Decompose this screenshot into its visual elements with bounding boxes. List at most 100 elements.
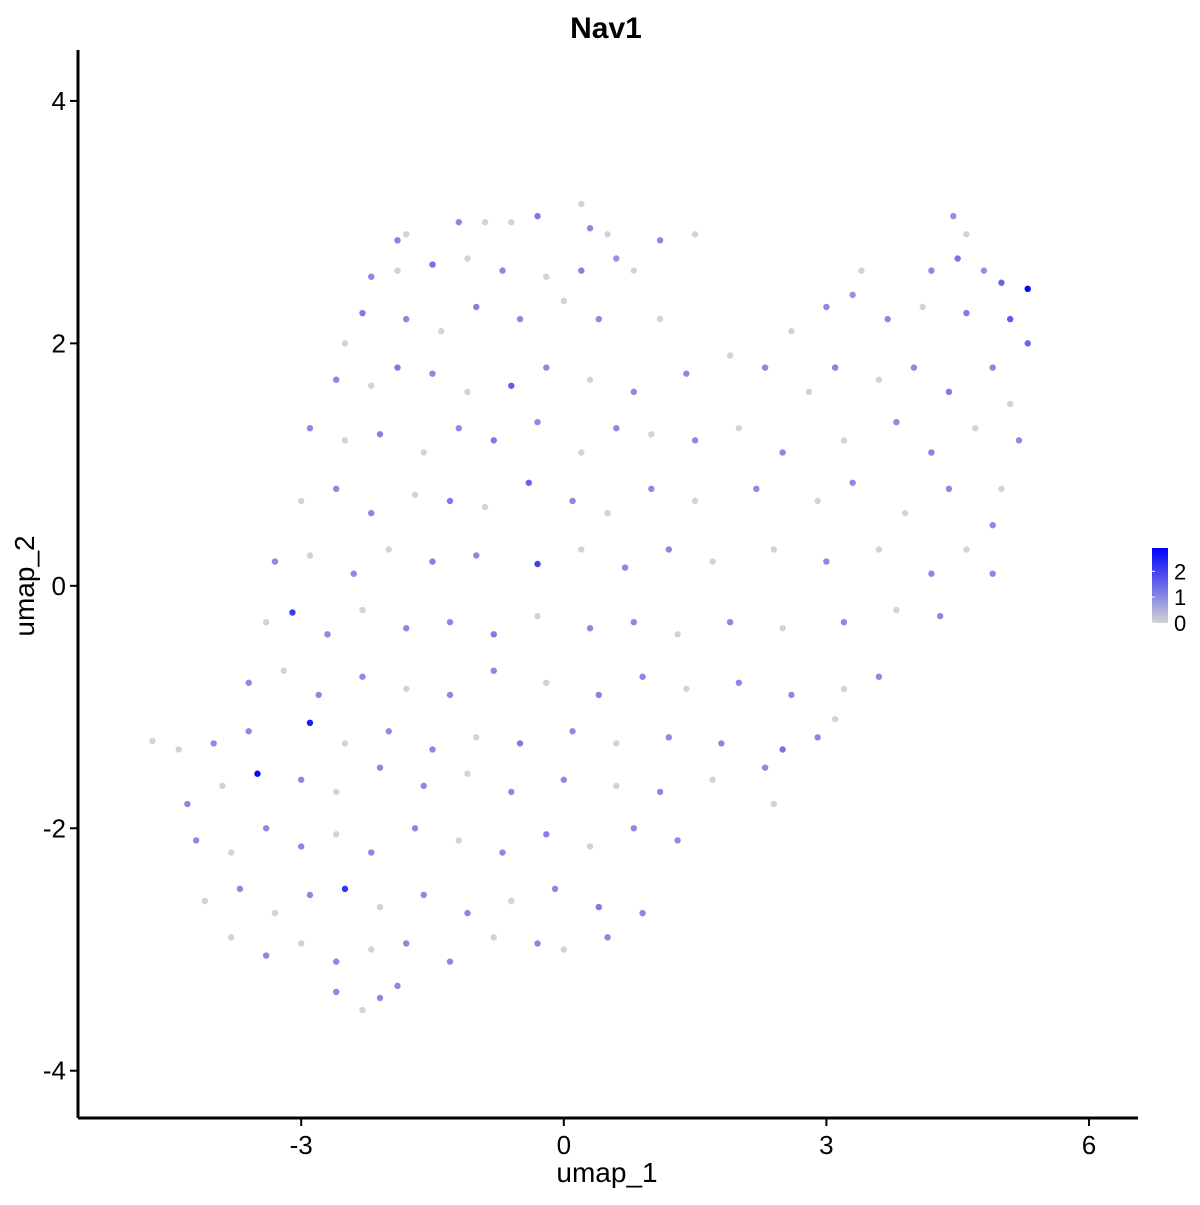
point bbox=[665, 546, 673, 553]
point bbox=[227, 849, 235, 856]
point bbox=[639, 909, 646, 917]
point bbox=[289, 609, 296, 616]
point bbox=[823, 303, 830, 311]
point bbox=[490, 934, 497, 941]
point bbox=[394, 237, 401, 244]
point bbox=[516, 315, 524, 323]
point bbox=[761, 764, 769, 771]
point bbox=[779, 449, 786, 456]
point bbox=[980, 267, 988, 274]
point bbox=[508, 788, 515, 796]
point bbox=[534, 418, 541, 426]
point bbox=[306, 719, 314, 727]
y-tick-label: 4 bbox=[52, 86, 66, 116]
point bbox=[656, 315, 664, 323]
point bbox=[761, 364, 769, 371]
point bbox=[411, 491, 419, 499]
point bbox=[604, 934, 611, 941]
point bbox=[543, 273, 550, 280]
point bbox=[490, 667, 497, 674]
y-tick-label: -2 bbox=[43, 813, 66, 843]
x-tick-label: -3 bbox=[290, 1130, 313, 1160]
point bbox=[464, 909, 471, 917]
point bbox=[831, 364, 839, 371]
point bbox=[928, 449, 935, 456]
point bbox=[954, 255, 961, 262]
point bbox=[341, 740, 349, 747]
point bbox=[192, 837, 200, 844]
point bbox=[333, 788, 340, 796]
point bbox=[1007, 400, 1014, 408]
point bbox=[753, 485, 760, 493]
point bbox=[578, 200, 585, 208]
point bbox=[963, 231, 970, 238]
point bbox=[368, 946, 375, 953]
point bbox=[569, 497, 576, 505]
point bbox=[735, 679, 743, 686]
point bbox=[359, 673, 366, 680]
point bbox=[656, 788, 664, 796]
point bbox=[569, 728, 576, 735]
point bbox=[298, 940, 305, 947]
point bbox=[306, 552, 314, 559]
point bbox=[350, 570, 357, 577]
point bbox=[621, 564, 629, 571]
point bbox=[534, 560, 541, 568]
point bbox=[831, 715, 839, 723]
point bbox=[280, 667, 287, 674]
point bbox=[560, 946, 567, 953]
point bbox=[516, 740, 524, 747]
point bbox=[464, 255, 471, 262]
point bbox=[788, 328, 795, 335]
point bbox=[149, 737, 156, 745]
point bbox=[683, 370, 690, 377]
point bbox=[227, 934, 235, 941]
point bbox=[446, 497, 454, 505]
point bbox=[481, 503, 489, 511]
point bbox=[770, 800, 778, 808]
point bbox=[385, 546, 392, 553]
point bbox=[901, 509, 909, 517]
point bbox=[368, 273, 375, 280]
point bbox=[604, 231, 611, 238]
point bbox=[560, 297, 567, 305]
point bbox=[254, 770, 261, 777]
point bbox=[726, 352, 734, 359]
point bbox=[893, 606, 900, 614]
point bbox=[341, 885, 349, 893]
point bbox=[674, 837, 681, 844]
colorbar bbox=[1152, 548, 1168, 623]
x-tick-label: 3 bbox=[819, 1130, 833, 1160]
point bbox=[473, 552, 480, 559]
point bbox=[691, 437, 699, 444]
point bbox=[368, 849, 375, 856]
point bbox=[919, 303, 926, 311]
point bbox=[779, 625, 786, 632]
point bbox=[770, 546, 778, 553]
point bbox=[429, 261, 436, 268]
point bbox=[543, 679, 550, 686]
point bbox=[849, 479, 856, 486]
point bbox=[578, 449, 585, 456]
point bbox=[989, 570, 996, 577]
point bbox=[945, 388, 953, 396]
point bbox=[936, 612, 944, 620]
point bbox=[359, 606, 366, 614]
point bbox=[306, 425, 314, 432]
point bbox=[691, 231, 699, 238]
point bbox=[586, 625, 594, 632]
point bbox=[271, 909, 279, 917]
point bbox=[298, 497, 305, 505]
point bbox=[595, 315, 603, 323]
point bbox=[394, 364, 401, 371]
point bbox=[420, 782, 427, 790]
point bbox=[595, 691, 603, 699]
point bbox=[613, 425, 620, 432]
point bbox=[455, 218, 462, 226]
point bbox=[613, 782, 620, 790]
point bbox=[394, 982, 401, 990]
point bbox=[998, 279, 1005, 286]
point bbox=[735, 425, 743, 432]
point bbox=[586, 843, 594, 850]
point bbox=[420, 891, 427, 899]
